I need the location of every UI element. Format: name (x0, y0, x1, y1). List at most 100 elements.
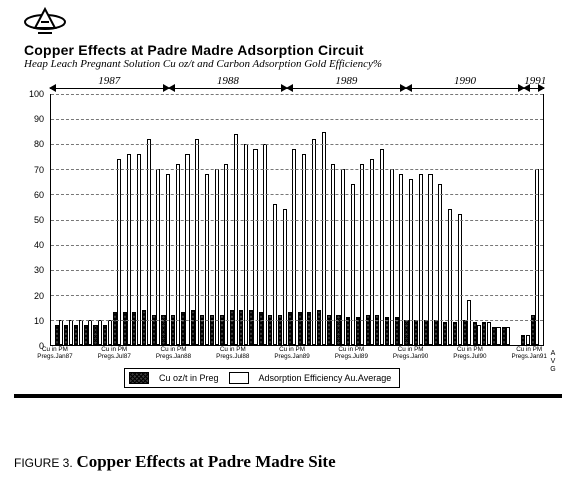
year-label: 1988 (169, 75, 288, 87)
y-tick-label: 60 (34, 190, 44, 200)
bar-cu (492, 327, 496, 345)
bar-cu (74, 325, 78, 345)
gridline (51, 320, 543, 321)
bar-ads (156, 169, 160, 345)
year-bracket: 1987 (50, 76, 169, 92)
bar-cu (385, 317, 389, 345)
bar-ads (438, 184, 442, 345)
x-tick-label: Cu in PMPregs.Jul88 (210, 346, 256, 360)
bar-ads (380, 149, 384, 345)
gridline (51, 119, 543, 120)
bar-cu (317, 310, 321, 345)
bar-ads (273, 204, 277, 345)
bar-ads (176, 164, 180, 345)
chart-title: Copper Effects at Padre Madre Adsorption… (24, 42, 364, 58)
bar-ads (224, 164, 228, 345)
legend: Cu oz/t in Preg Adsorption Efficiency Au… (124, 368, 400, 388)
bar-ads (467, 300, 471, 345)
y-tick-label: 20 (34, 291, 44, 301)
bar-ads (448, 209, 452, 345)
bar-ads (302, 154, 306, 345)
bar-cu (521, 335, 525, 345)
bar-cu (239, 310, 243, 345)
bar-cu (346, 317, 350, 345)
bar-ads (108, 320, 112, 345)
y-tick-label: 80 (34, 139, 44, 149)
x-tick-label: Cu in PMPregs.Jul87 (91, 346, 137, 360)
figure-title: Copper Effects at Padre Madre Site (76, 452, 335, 471)
bar-cu (443, 322, 447, 345)
bar-cu (502, 327, 506, 345)
x-tick-label: Cu in PMPregs.Jan90 (388, 346, 434, 360)
bar-cu (453, 322, 457, 345)
bar-ads (370, 159, 374, 345)
bar-ads (292, 149, 296, 345)
gridline (51, 270, 543, 271)
x-tick-label: Cu in PMPregs.Jul89 (328, 346, 374, 360)
y-tick-label: 100 (29, 89, 44, 99)
y-tick-label: 90 (34, 114, 44, 124)
bar-cu (113, 312, 117, 345)
x-tick-label: Cu in PMPregs.Jan91 (506, 346, 552, 360)
gridline (51, 194, 543, 195)
y-tick-label: 10 (34, 316, 44, 326)
y-tick-label: 50 (34, 215, 44, 225)
bar-ads (506, 327, 510, 345)
bar-ads (79, 320, 83, 345)
bar-cu (142, 310, 146, 345)
year-brackets: 19871988198919901991 (50, 76, 544, 92)
bar-cu (395, 317, 399, 345)
gridline (51, 169, 543, 170)
bar-cu (434, 320, 438, 345)
y-tick-label: 40 (34, 240, 44, 250)
x-tick-label: Cu in PMPregs.Jan89 (269, 346, 315, 360)
plot-wrap: 19871988198919901991 Cu in PMPregs.Jan87… (50, 94, 544, 346)
bar-cu (249, 310, 253, 345)
bar-ads (331, 164, 335, 345)
gridline (51, 144, 543, 145)
bar-cu (259, 312, 263, 345)
logo (24, 6, 66, 36)
bar-cu (463, 320, 467, 345)
figure-caption: FIGURE 3. Copper Effects at Padre Madre … (14, 452, 336, 472)
bar-cu (307, 312, 311, 345)
bar-cu (123, 312, 127, 345)
bar-cu (84, 325, 88, 345)
bar-ads (487, 322, 491, 345)
x-tick-label: Cu in PMPregs.Jan87 (32, 346, 78, 360)
bar-ads (185, 154, 189, 345)
gridline (51, 245, 543, 246)
bar-ads (477, 325, 481, 345)
legend-swatch-cu (129, 372, 149, 384)
bar-ads (117, 159, 121, 345)
year-label: 1990 (406, 75, 525, 87)
bar-cu (288, 312, 292, 345)
bar-cu (473, 322, 477, 345)
bar-cu (298, 312, 302, 345)
year-label: 1987 (50, 75, 169, 87)
bar-ads (69, 320, 73, 345)
bar-ads (98, 320, 102, 345)
bar-cu (93, 325, 97, 345)
bar-ads (127, 154, 131, 345)
bar-ads (215, 169, 219, 345)
bar-ads (234, 134, 238, 345)
bar-cu (482, 322, 486, 345)
gridline (51, 220, 543, 221)
year-bracket: 1988 (169, 76, 288, 92)
bar-ads (88, 320, 92, 345)
bar-cu (191, 310, 195, 345)
y-tick-label: 30 (34, 265, 44, 275)
y-tick-label: 70 (34, 165, 44, 175)
bar-ads (535, 169, 539, 345)
legend-label-ads: Adsorption Efficiency Au.Average (259, 373, 392, 383)
bar-ads (322, 132, 326, 345)
bar-ads (458, 214, 462, 345)
bar-cu (356, 317, 360, 345)
x-tick-label: Cu in PMPregs.Jan88 (151, 346, 197, 360)
bar-ads (137, 154, 141, 345)
y-axis-labels: 0102030405060708090100 (14, 94, 48, 346)
bar-ads (390, 169, 394, 345)
x-tick-label: Cu in PMPregs.Jul90 (447, 346, 493, 360)
bar-cu (103, 325, 107, 345)
